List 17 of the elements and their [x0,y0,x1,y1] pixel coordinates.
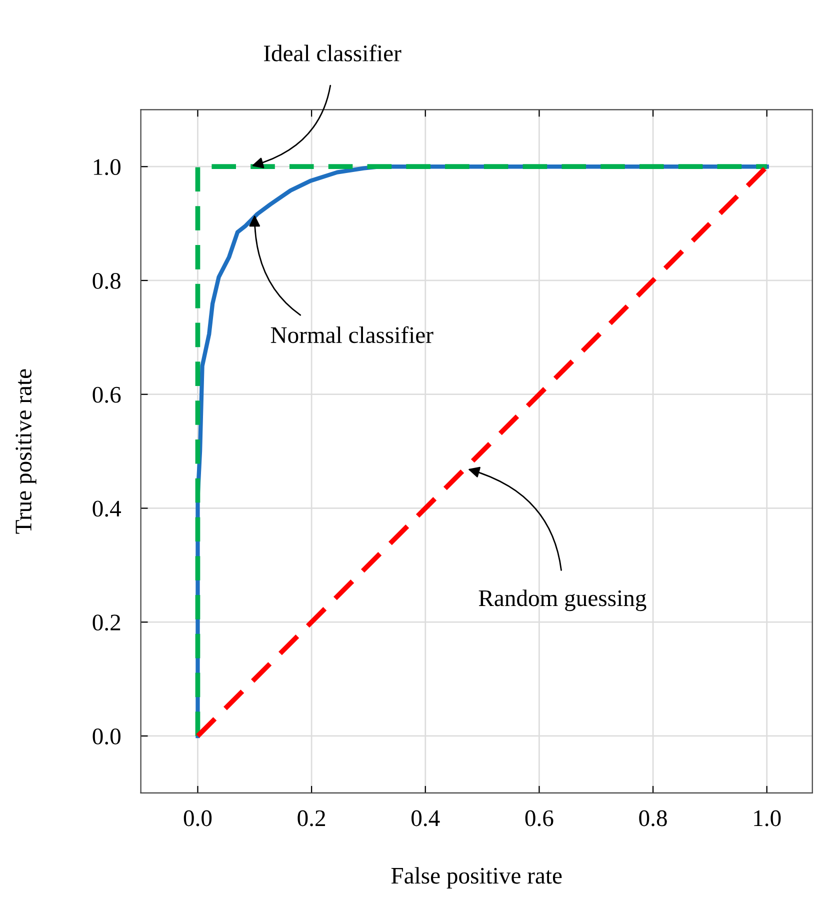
annotation: Normal classifier [270,326,434,344]
y-tick-label: 0.4 [92,500,122,517]
x-tick-label: 1.0 [754,810,781,826]
y-axis-title: True positive rate [16,369,36,534]
x-tick-label: 0.0 [184,810,212,826]
x-axis-title: False positive rate [391,867,562,889]
y-tick-label: 1.0 [94,159,120,176]
annotation: Random guessing [478,590,646,612]
y-tick-label: 0.6 [92,386,121,403]
x-tick-label: 0.6 [525,810,554,826]
y-tick-label: 0.8 [92,272,120,290]
x-tick-label: 0.2 [298,810,326,826]
x-tick-label: 0.8 [639,810,667,826]
y-tick-label: 0.0 [92,728,120,745]
y-tick-label: 0.2 [92,614,120,631]
x-tick-label: 0.4 [412,810,440,826]
annotation: Ideal classifier [264,44,402,62]
